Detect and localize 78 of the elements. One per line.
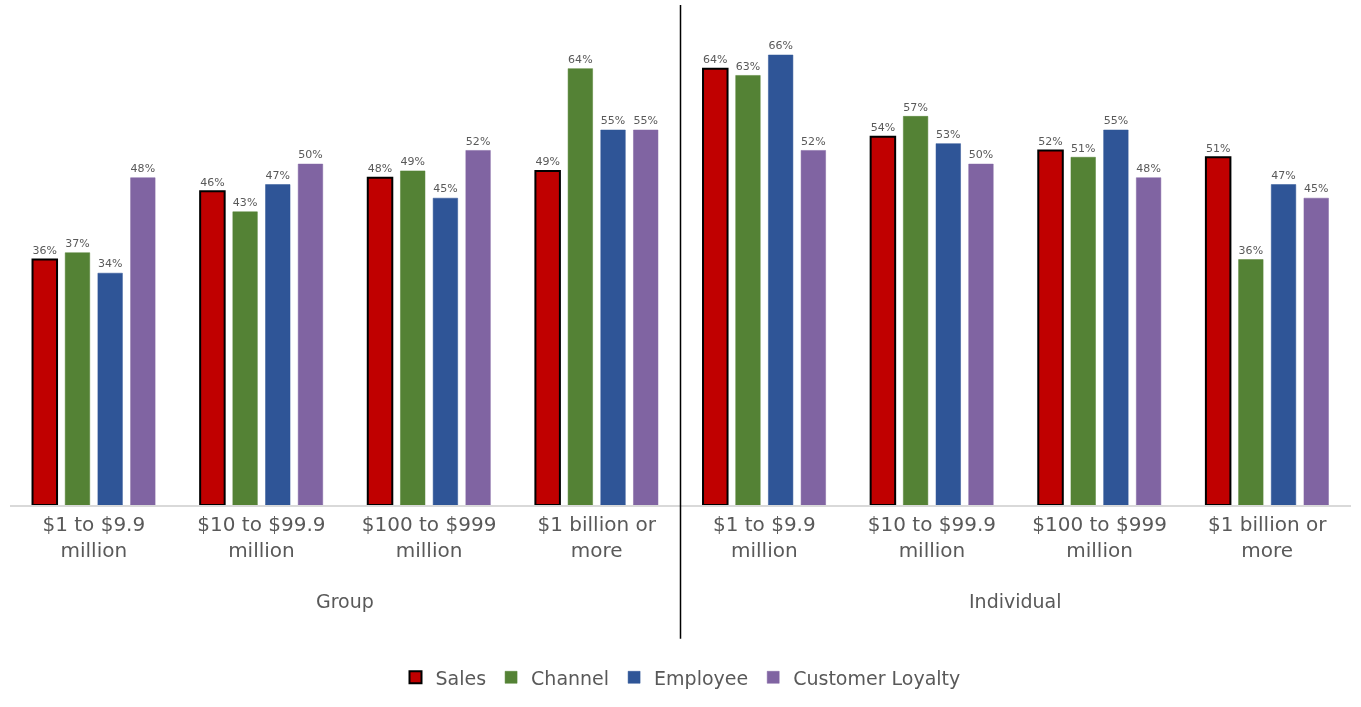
data-label: 50% — [298, 148, 323, 162]
data-label: 45% — [433, 182, 458, 196]
bar — [199, 190, 226, 505]
data-label: 47% — [1271, 168, 1296, 182]
x-tick-label: $100 to $999 million — [361, 511, 497, 562]
bar — [633, 129, 659, 505]
bar — [903, 116, 929, 505]
x-tick-label: $1 to $9.9 million — [42, 511, 146, 562]
data-label: 66% — [768, 39, 793, 53]
data-label: 34% — [97, 257, 123, 271]
text: Group — [316, 590, 374, 612]
bar — [297, 163, 323, 505]
bar — [534, 169, 561, 505]
bar — [432, 197, 458, 505]
data-label: 64% — [568, 52, 593, 66]
data-label: 55% — [600, 114, 626, 128]
x-tick-label: $1 to $9.9 million — [712, 511, 816, 562]
x-tick-label: $1 billion or more — [1207, 511, 1328, 562]
data-label: 49% — [535, 155, 560, 169]
bar — [1136, 177, 1162, 505]
bar — [265, 184, 291, 505]
bar — [1303, 197, 1329, 505]
bar — [1037, 149, 1064, 505]
x-tick-label: $10 to $99.9 million — [197, 511, 326, 562]
data-label: 55% — [1103, 114, 1129, 128]
bar — [567, 68, 593, 505]
bar — [1271, 184, 1297, 505]
legend-label: Customer Loyalty — [793, 666, 961, 689]
data-label: 52% — [465, 134, 491, 148]
bar — [465, 150, 491, 505]
data-label: 36% — [32, 243, 58, 257]
bar — [1204, 156, 1232, 505]
data-label: 48% — [367, 161, 393, 175]
bar — [869, 135, 897, 505]
bar — [232, 211, 258, 505]
data-label: 37% — [65, 236, 90, 250]
data-label: 45% — [1303, 182, 1329, 196]
data-label: 51% — [1205, 141, 1231, 155]
text: Individual — [969, 590, 1062, 612]
bar — [768, 54, 794, 505]
data-label: 48% — [1136, 161, 1161, 175]
data-label: 53% — [936, 127, 961, 141]
data-label: 52% — [801, 134, 826, 148]
bar — [968, 163, 994, 505]
data-label: 36% — [1238, 243, 1264, 257]
bar — [130, 177, 156, 505]
data-label: 54% — [870, 121, 896, 135]
bar — [702, 67, 729, 505]
bar — [600, 129, 626, 505]
data-label: 50% — [968, 148, 994, 162]
data-label: 55% — [633, 114, 658, 128]
x-tick-label: $100 to $999 million — [1032, 511, 1167, 562]
data-label: 63% — [735, 59, 761, 73]
data-label: 52% — [1038, 134, 1063, 148]
data-label: 48% — [130, 161, 156, 175]
x-tick-label: $1 billion or more — [537, 511, 657, 562]
bar — [97, 272, 123, 505]
bar — [1238, 259, 1264, 505]
data-label: 43% — [232, 196, 258, 210]
legend-label: Channel — [531, 666, 610, 689]
data-label: 47% — [265, 168, 291, 182]
data-label: 57% — [903, 100, 928, 114]
bar — [31, 258, 59, 505]
data-label: 64% — [703, 52, 728, 66]
legend-label: Employee — [654, 666, 749, 689]
bar — [400, 170, 426, 505]
bar — [1070, 157, 1096, 505]
legend-label: Sales — [435, 666, 487, 689]
bar — [735, 75, 761, 505]
bar — [935, 143, 961, 505]
bar — [366, 176, 394, 505]
bar — [64, 252, 90, 505]
data-label: 51% — [1070, 141, 1096, 155]
bar — [800, 150, 826, 505]
data-label: 46% — [200, 175, 225, 189]
bar — [1103, 129, 1129, 505]
x-tick-label: $10 to $99.9 million — [867, 511, 997, 562]
data-label: 49% — [400, 155, 425, 169]
